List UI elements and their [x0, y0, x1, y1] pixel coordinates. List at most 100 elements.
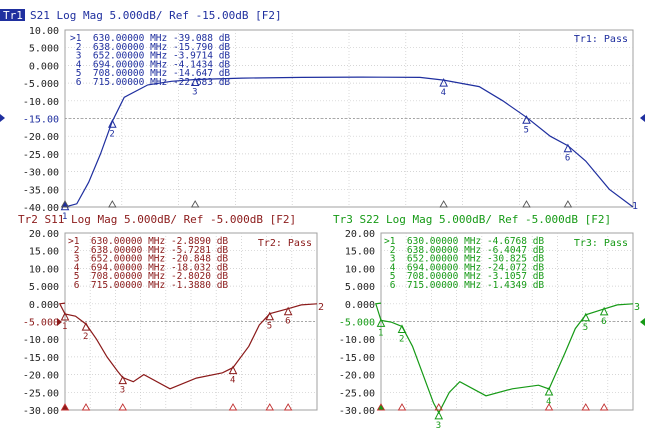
tr2-panel[interactable]: 20.00 15.00 10.00 5.000 0.000 -5.000 -10.00 -15… — [23, 229, 324, 417]
y-tick-label: -35.00 — [23, 185, 59, 196]
marker-row-1: >1 630.00000 MHz -4.6768 dB — [384, 236, 544, 247]
marker-1-glyph[interactable] — [60, 311, 70, 321]
marker-2-glyph[interactable] — [108, 119, 117, 128]
tr3-panel[interactable]: 20.00 15.00 10.00 5.000 0.000 -5.000 -10.00 -15… — [339, 229, 645, 430]
marker-1-label: 1 — [62, 212, 67, 222]
y-tick-label: 5.000 — [29, 282, 59, 293]
y-tick-label: -15.00 — [339, 353, 375, 364]
marker-6-glyph[interactable] — [563, 143, 573, 153]
marker-6-glyph[interactable] — [599, 306, 609, 316]
tr1-marker-glyphs: 1 2 3 4 5 6 — [60, 77, 573, 222]
marker-6-label: 6 — [565, 154, 570, 164]
marker-3-glyph[interactable] — [118, 375, 128, 385]
marker-4-glyph[interactable] — [228, 365, 238, 375]
y-tick-label: -10.00 — [23, 335, 59, 346]
marker-4-glyph[interactable] — [544, 386, 554, 396]
tr1-marker-table: >1 630.00000 MHz -39.088 dB 2 638.00000 … — [70, 33, 230, 88]
marker-row-5: 5 708.00000 MHz -2.8020 dB — [68, 271, 228, 282]
tr3-header: Tr3 S22 Log Mag 5.000dB/ Ref -5.000dB [F… — [333, 213, 611, 226]
y-tick-label: -20.00 — [23, 371, 59, 382]
marker-2-label: 2 — [399, 334, 404, 344]
marker-4-label: 4 — [546, 397, 551, 407]
y-tick-label: -15.00 — [23, 115, 59, 126]
marker-3-axis-icon — [190, 200, 200, 208]
tr3-y-ticks: 20.00 15.00 10.00 5.000 0.000 -5.000 -10.00 -15… — [339, 229, 375, 417]
y-tick-label: 20.00 — [29, 229, 59, 240]
y-tick-label: -30.00 — [23, 406, 59, 417]
marker-4-glyph[interactable] — [439, 77, 448, 87]
y-tick-label: 10.00 — [29, 264, 59, 275]
marker-1-glyph[interactable] — [376, 318, 386, 327]
marker-6-glyph[interactable] — [283, 306, 293, 316]
y-tick-label: -20.00 — [339, 371, 375, 382]
tr1-channel-end-label: 1 — [632, 201, 638, 212]
marker-1-axis-icon — [60, 200, 70, 208]
tr2-grid — [65, 233, 317, 410]
tr1-tag-box[interactable] — [0, 9, 25, 21]
marker-5-label: 5 — [583, 323, 588, 333]
marker-5-glyph[interactable] — [265, 311, 275, 321]
tr3-marker-glyphs: 1 2 3 4 5 6 — [376, 306, 609, 430]
y-tick-label: 5.000 — [345, 282, 375, 293]
tr1-tag[interactable]: Tr1 — [3, 9, 23, 22]
marker-row-6: 6 715.00000 MHz -1.4349 dB — [384, 280, 544, 291]
marker-1-axis-icon — [60, 403, 70, 411]
y-tick-label: -5.000 — [23, 318, 59, 329]
marker-row-6: 6 715.00000 MHz -22.683 dB — [70, 77, 230, 88]
marker-4-label: 4 — [441, 88, 446, 98]
marker-1-label: 1 — [378, 328, 383, 338]
tr1-header: S21 Log Mag 5.000dB/ Ref -15.00dB [F2] — [30, 9, 282, 22]
y-tick-label: 20.00 — [345, 229, 375, 240]
marker-2-glyph[interactable] — [81, 321, 91, 331]
tr3-grid — [381, 233, 633, 410]
marker-2-axis-icon — [81, 403, 91, 411]
marker-row-5: 5 708.00000 MHz -14.647 dB — [70, 68, 230, 79]
y-tick-label: -20.00 — [23, 132, 59, 143]
tr2-channel-end-label: 2 — [318, 302, 324, 313]
marker-6-axis-icon — [599, 403, 609, 411]
marker-row-3: 3 652.00000 MHz -3.9714 dB — [70, 51, 230, 62]
y-tick-label: -5.000 — [339, 318, 375, 329]
marker-5-axis-icon — [265, 403, 275, 411]
marker-3-axis-icon — [118, 403, 128, 411]
marker-5-axis-icon — [581, 403, 591, 411]
y-tick-label: 10.00 — [345, 264, 375, 275]
marker-2-axis-icon — [397, 403, 407, 411]
marker-3-axis-icon — [434, 403, 444, 411]
y-tick-label: 15.00 — [29, 247, 59, 258]
y-tick-label: 10.00 — [29, 26, 59, 37]
tr3-trace-line — [375, 302, 634, 415]
tr2-marker-table: >1 630.00000 MHz -2.8890 dB 2 638.00000 … — [68, 236, 228, 291]
marker-4-axis-icon — [439, 200, 448, 208]
tr1-pass-status: Tr1: Pass — [574, 34, 628, 45]
marker-row-4: 4 694.00000 MHz -24.072 dB — [384, 262, 544, 273]
tr2-marker-glyphs: 1 2 3 4 5 6 — [60, 306, 293, 411]
marker-3-glyph[interactable] — [190, 77, 200, 86]
marker-row-2: 2 638.00000 MHz -5.7281 dB — [68, 245, 228, 256]
marker-row-5: 5 708.00000 MHz -3.1057 dB — [384, 271, 544, 282]
tr1-trace-line — [64, 76, 634, 208]
marker-1-axis-icon — [376, 403, 386, 411]
marker-3-glyph[interactable] — [434, 410, 444, 420]
tr1-panel[interactable]: 10.00 5.000 0.000 -5.000 -10.00 -15.00 -20.00 -… — [0, 26, 645, 222]
marker-6-label: 6 — [601, 317, 606, 327]
tr2-y-ticks: 20.00 15.00 10.00 5.000 0.000 -5.000 -10.00 -15… — [23, 229, 59, 417]
marker-row-3: 3 652.00000 MHz -20.848 dB — [68, 254, 228, 265]
marker-4-label: 4 — [230, 376, 235, 386]
tr3-pass-status: Tr3: Pass — [574, 238, 628, 249]
marker-row-4: 4 694.00000 MHz -4.1434 dB — [70, 59, 230, 70]
tr1-y-ticks: 10.00 5.000 0.000 -5.000 -10.00 -15.00 -20.00 -… — [23, 26, 59, 214]
y-tick-label: -10.00 — [23, 97, 59, 108]
marker-5-axis-icon — [522, 200, 531, 208]
y-tick-label: 0.000 — [345, 300, 375, 311]
marker-5-glyph[interactable] — [522, 115, 531, 124]
marker-3-label: 3 — [120, 386, 125, 396]
tr1-ref-arrow-left-icon — [0, 114, 5, 122]
marker-5-glyph[interactable] — [581, 312, 591, 322]
y-tick-label: 0.000 — [29, 300, 59, 311]
y-tick-label: 15.00 — [345, 247, 375, 258]
marker-2-glyph[interactable] — [397, 324, 407, 333]
tr3-marker-table: >1 630.00000 MHz -4.6768 dB 2 638.00000 … — [384, 236, 544, 291]
